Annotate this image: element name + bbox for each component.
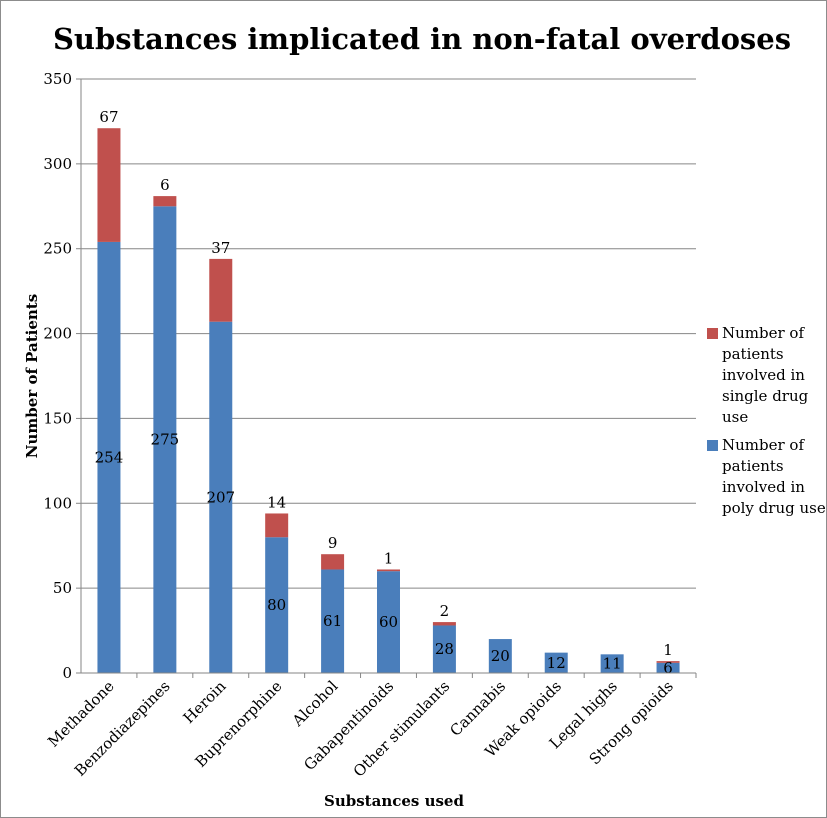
data-label-single: 14 — [267, 493, 286, 511]
legend-swatch — [707, 328, 718, 339]
data-label-poly: 207 — [206, 488, 235, 506]
bar-poly-drug-use — [209, 321, 233, 673]
bars — [97, 128, 680, 674]
data-label-poly: 254 — [95, 448, 124, 466]
bar-single-drug-use — [209, 258, 233, 322]
bar-single-drug-use — [656, 661, 680, 663]
data-label-poly: 20 — [491, 647, 510, 665]
data-label-single: 2 — [440, 602, 450, 620]
x-tick-label: Heroin — [180, 677, 230, 727]
data-label-single: 6 — [160, 176, 170, 194]
data-label-poly: 11 — [603, 655, 622, 673]
y-tick-label: 50 — [53, 579, 72, 597]
x-tick-label: Alcohol — [288, 677, 342, 731]
bar-poly-drug-use — [153, 206, 177, 674]
bar-poly-drug-use — [265, 537, 289, 673]
x-tick-label: Benzodiazepines — [71, 677, 174, 780]
x-tick-label: Other stimulants — [350, 677, 453, 780]
legend: Number of patients involved in single drug u… — [707, 324, 826, 517]
y-tick-label: 350 — [43, 70, 72, 88]
data-label-single: 67 — [99, 108, 118, 126]
data-label-poly: 12 — [547, 654, 566, 672]
bar-single-drug-use — [97, 128, 121, 242]
bar-poly-drug-use — [544, 652, 568, 673]
y-axis-ticks: 0 50 100 150 200 250 300 350 — [43, 70, 81, 682]
data-label-poly: 6 — [663, 659, 673, 677]
bar-poly-drug-use — [488, 639, 512, 673]
legend-swatch — [707, 440, 718, 451]
bar-poly-drug-use — [656, 662, 680, 673]
data-label-single: 9 — [328, 534, 338, 552]
bar-single-drug-use — [321, 554, 345, 570]
legend-label: Number of patients involved in poly drug us… — [722, 436, 826, 517]
y-axis-label: Number of Patients — [23, 294, 41, 458]
data-label-poly: 60 — [379, 613, 398, 631]
y-tick-label: 300 — [43, 155, 72, 173]
y-tick-label: 250 — [43, 240, 72, 258]
bar-poly-drug-use — [377, 571, 400, 673]
bar-single-drug-use — [432, 622, 456, 626]
bar-poly-drug-use — [432, 625, 456, 673]
y-tick-label: 150 — [43, 409, 72, 427]
data-label-poly: 61 — [323, 612, 342, 630]
bar-poly-drug-use — [600, 654, 624, 673]
chart-title: Substances implicated in non-fatal overd… — [53, 22, 791, 56]
data-label-single: 37 — [211, 239, 230, 257]
x-axis-label: Substances used — [324, 792, 464, 810]
bar-poly-drug-use — [321, 569, 345, 673]
bar-single-drug-use — [265, 513, 289, 538]
bar-poly-drug-use — [97, 241, 121, 673]
gridlines — [81, 78, 696, 589]
data-label-poly: 80 — [267, 596, 286, 614]
y-tick-label: 200 — [43, 325, 72, 343]
bar-single-drug-use — [153, 196, 177, 207]
y-tick-label: 0 — [62, 664, 72, 682]
bar-single-drug-use — [377, 569, 400, 572]
data-label-single: 1 — [663, 641, 673, 659]
data-label-single: 1 — [384, 549, 394, 567]
data-label-poly: 275 — [151, 431, 180, 449]
legend-label: Number of patients involved in single drug u… — [722, 324, 809, 426]
data-label-poly: 28 — [435, 640, 454, 658]
y-tick-label: 100 — [43, 494, 72, 512]
